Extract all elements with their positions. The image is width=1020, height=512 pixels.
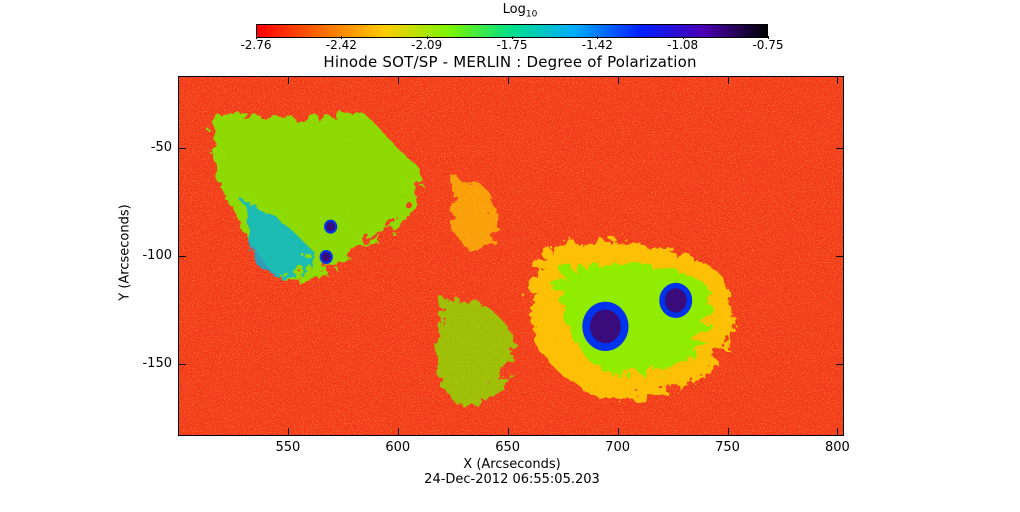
x-tick-label: 550 xyxy=(275,440,301,455)
x-tickmark xyxy=(727,76,729,84)
y-tick-label: -150 xyxy=(142,356,172,372)
x-tickmark xyxy=(397,76,399,84)
colorbar-tick-label: -1.75 xyxy=(496,38,528,52)
colorbar-tickmark xyxy=(256,36,257,39)
colorbar-tick-label: -2.76 xyxy=(240,38,272,52)
x-tickmark xyxy=(507,428,509,436)
x-tick-label: 750 xyxy=(715,440,740,455)
x-tick-label: 700 xyxy=(605,440,630,455)
colorbar-tickmark xyxy=(682,36,684,39)
colorbar-tick-label: -0.75 xyxy=(752,38,784,52)
x-tick-label: 650 xyxy=(495,440,521,455)
x-tick-label: 800 xyxy=(824,440,850,455)
y-tickmark xyxy=(836,364,844,366)
sunspot-umbra xyxy=(664,288,687,313)
plage-region-center xyxy=(432,294,510,399)
colorbar-title: Log10 xyxy=(490,2,550,20)
x-tickmark xyxy=(397,428,399,436)
y-tickmark xyxy=(178,364,186,366)
x-tickmark xyxy=(617,428,619,436)
x-tickmark xyxy=(507,76,509,84)
colorbar-tickmark xyxy=(426,36,428,39)
colorbar-tickmark xyxy=(512,36,513,39)
colorbar-tick-label: -1.08 xyxy=(667,38,699,52)
map-title: Hinode SOT/SP - MERLIN : Degree of Polar… xyxy=(323,53,697,71)
colorbar-tick-label: -1.42 xyxy=(581,38,613,52)
colorbar-title-subscript: 10 xyxy=(525,9,538,20)
x-axis-label: X (Arcseconds) xyxy=(463,457,561,472)
plage-region-north xyxy=(449,175,492,248)
sunspots xyxy=(319,219,693,352)
x-tickmark xyxy=(837,76,839,84)
y-axis-label: Y (Arcseconds) xyxy=(117,204,133,301)
x-tickmark xyxy=(287,76,289,84)
y-tickmark xyxy=(178,147,186,149)
x-tickmark xyxy=(287,428,289,436)
polarization-map-image xyxy=(179,77,843,435)
colorbar-title-base: Log xyxy=(502,2,526,17)
sunspot-umbra xyxy=(326,221,336,232)
x-tickmark xyxy=(617,76,619,84)
x-tickmark xyxy=(727,428,729,436)
colorbar-tickmark xyxy=(597,36,599,39)
x-tick-label: 600 xyxy=(385,440,411,455)
colorbar-tick-label: -2.09 xyxy=(411,38,443,52)
y-tick-label: -100 xyxy=(142,248,172,263)
colorbar-tickmark xyxy=(341,36,343,39)
y-tick-label: -50 xyxy=(150,139,172,155)
sunspot-umbra xyxy=(321,252,331,262)
plage-region-west-core xyxy=(239,197,309,271)
observation-date: 24-Dec-2012 06:55:05.203 xyxy=(424,472,600,487)
y-tickmark xyxy=(178,256,186,257)
polarization-map xyxy=(178,76,844,436)
colorbar-tickmark xyxy=(768,36,769,39)
sunspot-umbra xyxy=(590,309,621,344)
x-tickmark xyxy=(837,428,839,436)
colorbar-tick-label: -2.42 xyxy=(325,38,357,52)
y-tickmark xyxy=(836,256,844,257)
y-tickmark xyxy=(836,147,844,149)
